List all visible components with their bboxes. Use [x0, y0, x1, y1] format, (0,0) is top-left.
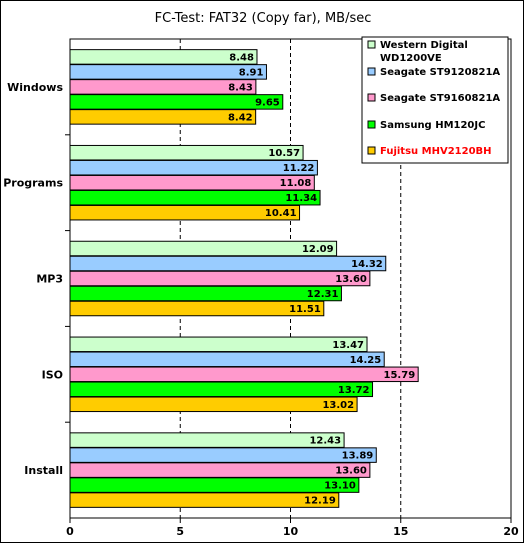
bar-value-label: 8.48 — [229, 52, 254, 63]
legend-swatch — [367, 146, 376, 155]
category-label: Windows — [7, 81, 63, 94]
bar — [69, 270, 371, 287]
bar-value-label: 14.32 — [351, 259, 383, 270]
x-tick-label: 5 — [176, 525, 184, 538]
category-label: ISO — [42, 368, 63, 381]
bar-value-label: 13.72 — [338, 385, 370, 396]
bar — [69, 381, 374, 398]
legend-label: WD1200VE — [380, 53, 442, 64]
bar — [69, 432, 345, 448]
bar — [69, 462, 371, 478]
category-label: Programs — [3, 177, 63, 190]
x-tick-label: 20 — [503, 525, 519, 538]
legend-swatch — [367, 93, 376, 102]
bar — [69, 336, 368, 353]
bar — [69, 189, 321, 206]
x-tick-label: 15 — [393, 525, 408, 538]
legend-label: Seagate ST9120821A — [380, 67, 500, 78]
bar-value-label: 8.43 — [228, 82, 253, 93]
bar-value-label: 15.79 — [384, 370, 416, 381]
bar-value-label: 12.19 — [304, 496, 336, 507]
bar — [69, 94, 284, 110]
bar-value-label: 13.10 — [324, 481, 356, 492]
bar-value-label: 11.34 — [285, 193, 317, 204]
legend-label: Samsung HM120JC — [380, 120, 485, 131]
bar-value-label: 11.08 — [280, 178, 312, 189]
legend-swatch — [367, 120, 376, 129]
bar — [69, 174, 315, 191]
bar-value-label: 13.02 — [322, 400, 354, 411]
bar — [69, 255, 387, 272]
category-label: MP3 — [36, 273, 63, 286]
bar-value-label: 13.60 — [335, 274, 367, 285]
bar-value-label: 14.25 — [350, 355, 382, 366]
chart-title: FC-Test: FAT32 (Copy far), MB/sec — [155, 11, 372, 26]
bar — [69, 447, 377, 463]
legend-swatch — [367, 40, 376, 49]
legend-box — [361, 36, 509, 164]
bar-value-label: 12.43 — [309, 436, 341, 447]
bar-value-label: 9.65 — [255, 97, 280, 108]
x-tick-label: 0 — [66, 525, 74, 538]
bars-group: 8.48 8.91 8.439.658.42 10.57 11.22 11.08 11.34… — [69, 49, 419, 508]
bar-value-label: 10.57 — [268, 148, 300, 159]
bar-value-label: 12.09 — [302, 244, 334, 255]
legend: Western Digital WD1200VE Seagate ST9120821… — [361, 36, 509, 164]
axes-group: Windows Programs MP3 ISO Install 0 5 10 15 20 — [3, 38, 519, 538]
bar-value-label: 12.31 — [307, 289, 339, 300]
bar — [69, 64, 267, 80]
bar-value-label: 8.42 — [228, 112, 253, 123]
legend-swatch — [367, 67, 376, 76]
bar-value-label: 11.22 — [283, 163, 315, 174]
bar — [69, 159, 318, 176]
bar-value-label: 8.91 — [239, 67, 264, 78]
legend-label: Western Digital — [380, 40, 468, 51]
bar-value-label: 10.41 — [265, 208, 297, 219]
bar — [69, 351, 385, 368]
bar-value-label: 13.60 — [335, 466, 367, 477]
legend-label: Seagate ST9160821A — [380, 93, 500, 104]
category-label: Install — [24, 464, 63, 477]
bar — [69, 240, 338, 257]
bar-value-label: 13.89 — [342, 451, 374, 462]
bar — [69, 300, 325, 317]
bar — [69, 396, 358, 413]
bar-value-label: 13.47 — [332, 340, 364, 351]
legend-label: Fujitsu MHV2120BH — [380, 146, 492, 157]
bar-value-label: 11.51 — [289, 304, 321, 315]
bar — [69, 366, 419, 383]
bar — [69, 492, 340, 508]
bar — [69, 477, 360, 493]
x-tick-label: 10 — [283, 525, 299, 538]
bar — [69, 285, 342, 302]
